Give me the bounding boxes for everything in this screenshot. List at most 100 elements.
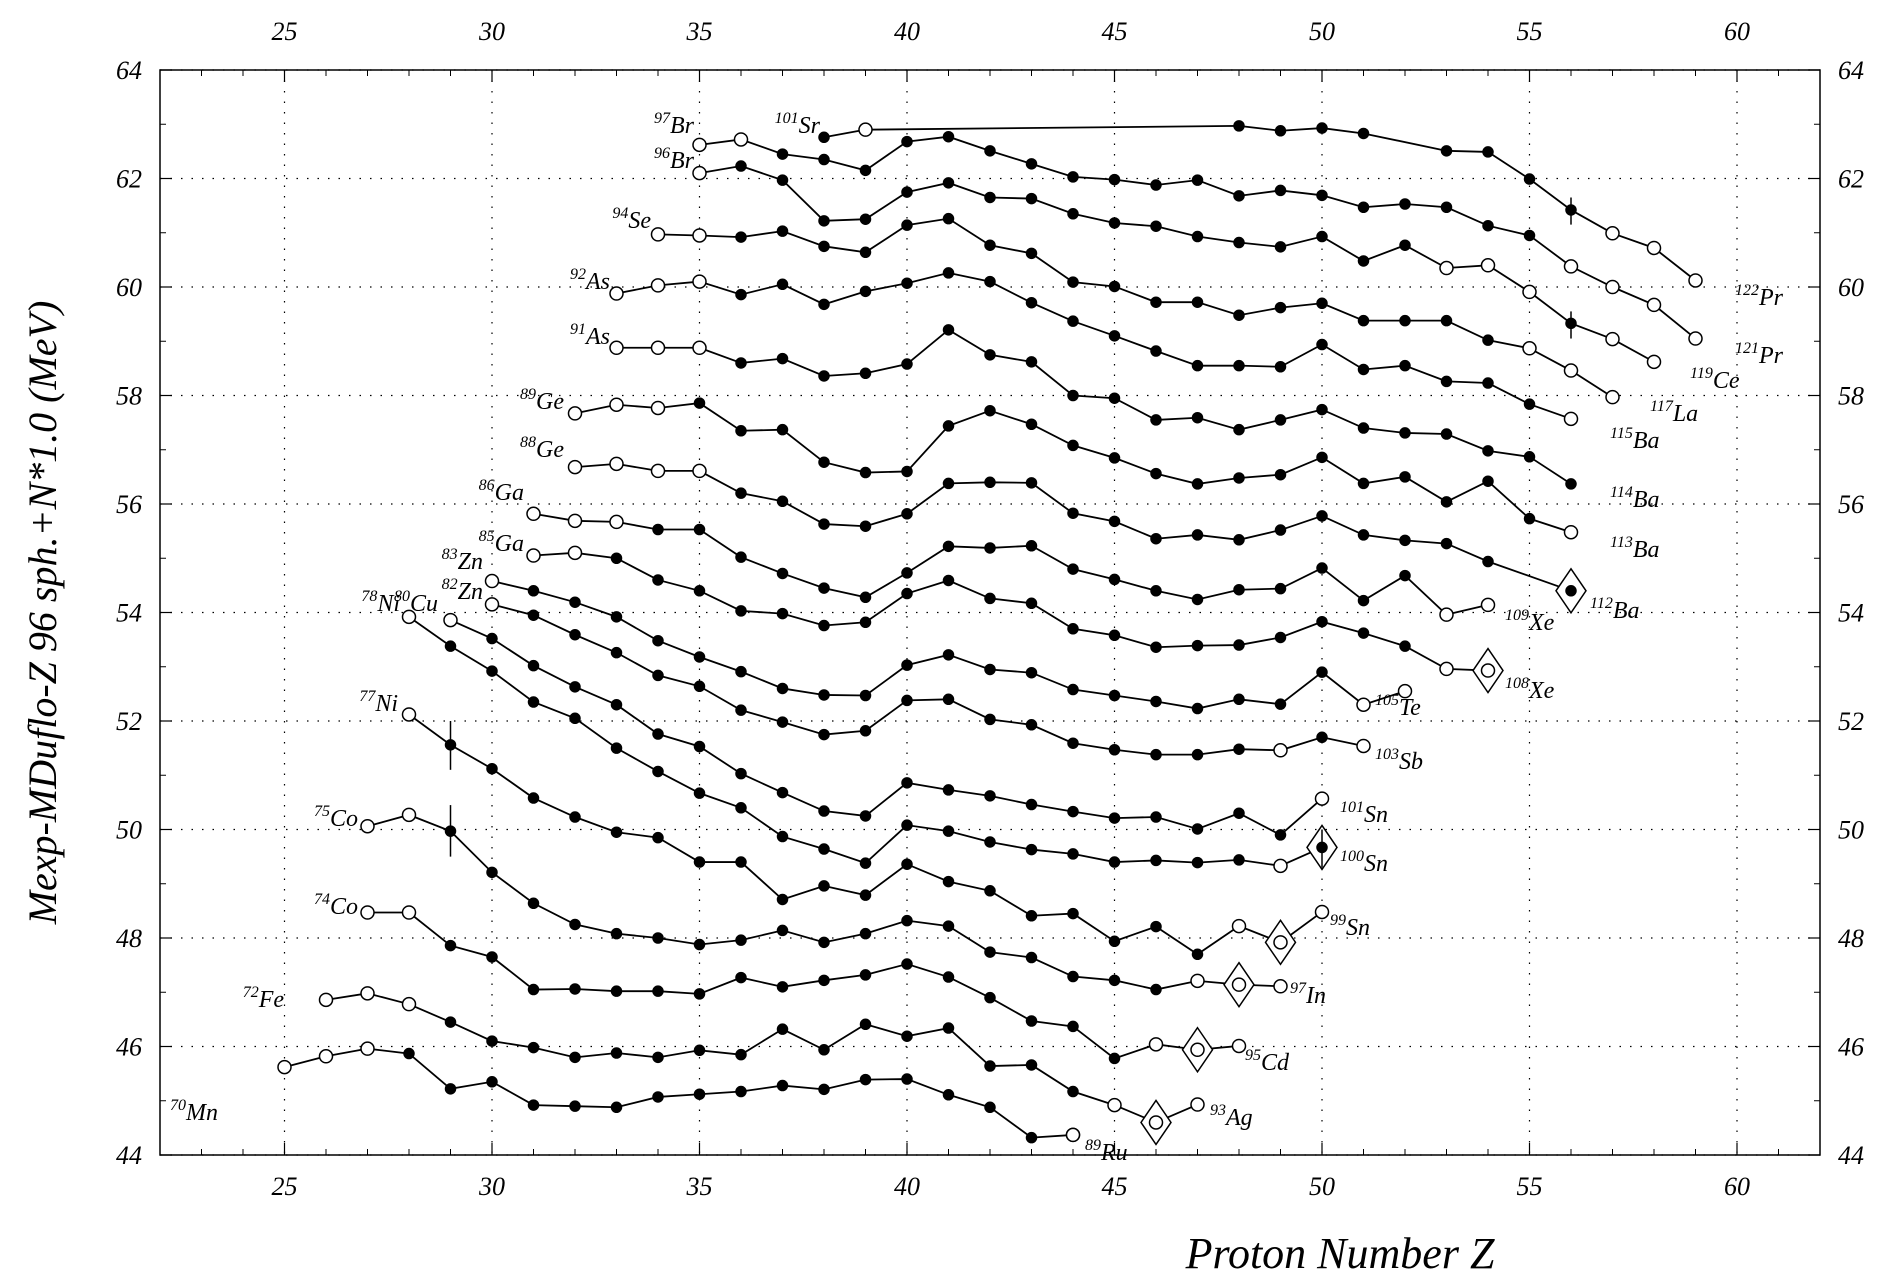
open-point bbox=[318, 1049, 334, 1064]
series-line bbox=[450, 619, 1323, 837]
filled-point bbox=[859, 164, 872, 177]
series-85Ga bbox=[526, 545, 1504, 694]
open-point bbox=[360, 986, 375, 1001]
filled-point bbox=[1357, 627, 1370, 639]
mass-number: 112 bbox=[1590, 595, 1613, 612]
mass-number: 113 bbox=[1610, 534, 1633, 551]
filled-point bbox=[984, 991, 996, 1004]
open-point bbox=[1522, 284, 1537, 300]
filled-point bbox=[901, 358, 913, 370]
filled-point bbox=[1108, 935, 1121, 948]
filled-point bbox=[569, 681, 581, 693]
filled-point bbox=[1108, 1052, 1121, 1065]
filled-point bbox=[610, 826, 623, 838]
element-symbol: Ge bbox=[536, 437, 564, 463]
filled-point bbox=[1399, 239, 1411, 251]
filled-point bbox=[569, 811, 581, 823]
element-symbol: Ru bbox=[1100, 1140, 1128, 1166]
filled-point bbox=[776, 352, 789, 365]
filled-point bbox=[901, 958, 913, 970]
element-symbol: Xe bbox=[1528, 678, 1555, 704]
filled-point bbox=[1440, 428, 1453, 440]
open-point bbox=[692, 228, 707, 243]
filled-point bbox=[1108, 280, 1121, 293]
mass-number: 74 bbox=[314, 891, 330, 908]
nuclide-label-93Ag: 93Ag bbox=[1210, 1102, 1253, 1131]
filled-point bbox=[1274, 829, 1287, 841]
filled-point bbox=[859, 246, 872, 259]
filled-point bbox=[942, 130, 955, 143]
mass-number: 101 bbox=[1340, 799, 1364, 816]
filled-point bbox=[1067, 683, 1079, 696]
filled-point bbox=[1025, 356, 1038, 368]
element-symbol: Mn bbox=[185, 1100, 218, 1126]
mass-number: 75 bbox=[314, 803, 330, 820]
filled-point bbox=[569, 712, 581, 725]
filled-point bbox=[693, 988, 706, 1000]
filled-point bbox=[1025, 540, 1038, 552]
filled-point bbox=[1067, 276, 1079, 288]
filled-point bbox=[776, 786, 789, 799]
series-line bbox=[699, 165, 1655, 363]
filled-point bbox=[901, 819, 913, 831]
nuclide-label-77Ni: 77Ni bbox=[359, 688, 398, 717]
filled-point bbox=[1025, 158, 1038, 170]
open-point bbox=[484, 597, 500, 612]
mass-number: 89 bbox=[520, 386, 536, 403]
filled-point bbox=[735, 1048, 747, 1061]
filled-point bbox=[1191, 174, 1204, 186]
filled-point bbox=[776, 495, 789, 508]
filled-point bbox=[1191, 748, 1204, 761]
filled-point bbox=[776, 682, 789, 695]
filled-point bbox=[1067, 563, 1079, 575]
filled-point bbox=[1233, 534, 1245, 546]
element-symbol: Ga bbox=[495, 480, 524, 506]
filled-point bbox=[776, 830, 789, 843]
element-symbol: Br bbox=[670, 148, 695, 174]
series-74Co bbox=[360, 905, 1247, 1074]
filled-point bbox=[818, 215, 830, 227]
nuclide-label-83Zn: 83Zn bbox=[442, 546, 483, 575]
filled-point bbox=[610, 552, 623, 564]
filled-point bbox=[1067, 907, 1079, 920]
mass-number: 96 bbox=[654, 145, 670, 162]
filled-point bbox=[1025, 910, 1038, 922]
filled-point bbox=[1523, 229, 1536, 242]
mass-number: 95 bbox=[1245, 1047, 1261, 1064]
filled-point bbox=[1357, 363, 1370, 376]
filled-point bbox=[1274, 184, 1287, 197]
filled-point bbox=[1191, 593, 1204, 606]
filled-point bbox=[1274, 631, 1287, 644]
series-line bbox=[408, 713, 1323, 956]
nuclide-label-95Cd: 95Cd bbox=[1245, 1047, 1290, 1076]
y-tick-label: 48 bbox=[116, 924, 142, 953]
filled-point bbox=[901, 587, 913, 600]
open-point bbox=[1273, 979, 1288, 994]
filled-point bbox=[1565, 478, 1577, 490]
filled-point bbox=[1067, 208, 1079, 220]
filled-point bbox=[1191, 359, 1204, 372]
filled-point bbox=[735, 425, 747, 437]
filled-point bbox=[942, 920, 955, 932]
filled-point bbox=[735, 1085, 747, 1098]
filled-point bbox=[1523, 512, 1536, 525]
filled-point bbox=[1150, 811, 1162, 823]
open-point bbox=[360, 1041, 375, 1056]
series-line bbox=[325, 992, 1198, 1124]
nuclide-label-121Pr: 121Pr bbox=[1735, 340, 1784, 369]
filled-point bbox=[942, 971, 955, 983]
filled-point bbox=[1191, 702, 1204, 715]
element-symbol: Pr bbox=[1758, 343, 1784, 369]
y-tick-label: 64 bbox=[116, 56, 142, 85]
element-symbol: Ba bbox=[1633, 487, 1660, 513]
filled-point bbox=[901, 1073, 913, 1085]
filled-point bbox=[818, 880, 830, 892]
filled-point bbox=[859, 857, 872, 869]
y-tick-label-right: 54 bbox=[1838, 599, 1864, 628]
mass-number: 92 bbox=[570, 266, 586, 283]
open-point bbox=[609, 456, 624, 472]
filled-point bbox=[1233, 854, 1245, 866]
y-tick-label-right: 52 bbox=[1838, 707, 1864, 736]
open-point bbox=[1688, 331, 1703, 346]
